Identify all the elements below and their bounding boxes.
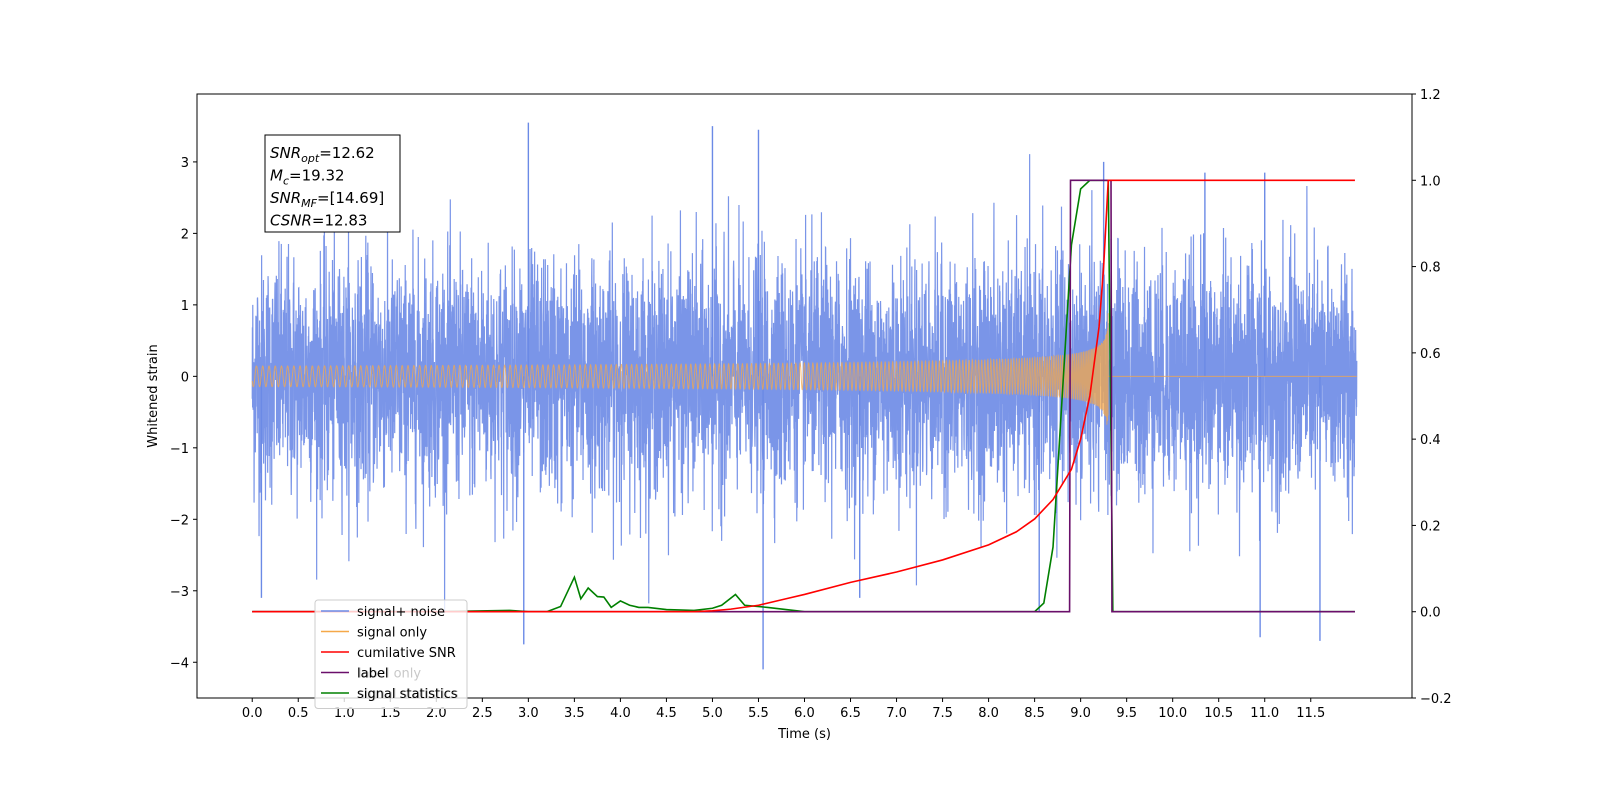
legend-label: signal statistics bbox=[357, 687, 458, 702]
x-tick-label: 10.0 bbox=[1158, 706, 1187, 721]
annotation-line: SNRMF=[14.69] bbox=[270, 189, 384, 210]
y-tick-label: −3 bbox=[170, 585, 189, 600]
y2-tick-label: 0.0 bbox=[1420, 606, 1441, 621]
x-tick-label: 11.0 bbox=[1250, 706, 1279, 721]
x-tick-label: 0.5 bbox=[288, 706, 309, 721]
x-axis-label: Time (s) bbox=[777, 727, 831, 742]
x-tick-label: 3.0 bbox=[518, 706, 539, 721]
y2-tick-label: −0.2 bbox=[1420, 692, 1452, 707]
legend-frame bbox=[314, 599, 468, 709]
annotation-line: SNRopt=12.62 bbox=[270, 144, 375, 165]
x-tick-label: 4.0 bbox=[610, 706, 631, 721]
y-axis-right: 1.2 1.0 0.8 0.6 0.4 0.2 0.0 −0.2 bbox=[1412, 88, 1452, 707]
legend-label: label bbox=[357, 667, 388, 682]
series-signal-only-line bbox=[251, 313, 1357, 425]
x-tick-label: 0.0 bbox=[242, 706, 263, 721]
y2-tick-label: 0.4 bbox=[1420, 433, 1441, 448]
x-tick-label: 2.5 bbox=[472, 706, 493, 721]
legend-label: cumilative SNR bbox=[357, 646, 456, 661]
x-tick-label: 9.5 bbox=[1116, 706, 1137, 721]
y-tick-label: 3 bbox=[181, 156, 189, 171]
x-tick-label: 3.5 bbox=[564, 706, 585, 721]
series-cumilative-snr-line bbox=[252, 179, 1355, 613]
y-tick-label: −2 bbox=[170, 513, 189, 528]
x-tick-label: 6.5 bbox=[840, 706, 861, 721]
x-tick-label: 5.0 bbox=[702, 706, 723, 721]
x-tick-label: 9.0 bbox=[1070, 706, 1091, 721]
x-tick-label: 8.0 bbox=[978, 706, 999, 721]
x-tick-label: 1.5 bbox=[380, 706, 401, 721]
y2-tick-label: 1.0 bbox=[1420, 174, 1441, 189]
series-signal-noise-line bbox=[251, 154, 1358, 614]
series-label-line bbox=[252, 179, 1355, 613]
annotation-line: CSNR=12.83 bbox=[270, 212, 367, 230]
y-tick-label: −4 bbox=[170, 656, 189, 671]
plot-area bbox=[251, 122, 1358, 670]
legend-label: signal only bbox=[357, 626, 427, 641]
y-axis-left: 3 2 1 0 −1 −2 −3 −4 bbox=[170, 156, 197, 671]
x-tick-label: 4.5 bbox=[656, 706, 677, 721]
x-tick-label: 7.0 bbox=[886, 706, 907, 721]
y-axis-label: Whitened strain bbox=[146, 344, 161, 447]
legend-ghost-label: signal statistics bbox=[358, 687, 459, 702]
y2-tick-label: 0.6 bbox=[1420, 347, 1441, 362]
x-tick-label: 10.5 bbox=[1204, 706, 1233, 721]
y-tick-label: 1 bbox=[181, 299, 189, 314]
annotation-line: Mc=19.32 bbox=[270, 167, 345, 188]
y-tick-label: −1 bbox=[170, 442, 189, 457]
legend-ghost-label: label only bbox=[358, 667, 421, 682]
legend: label only signal statistics signal+ noise… bbox=[314, 599, 468, 709]
y2-tick-label: 0.8 bbox=[1420, 261, 1441, 276]
y2-tick-label: 0.2 bbox=[1420, 519, 1441, 534]
x-tick-label: 6.0 bbox=[794, 706, 815, 721]
x-axis: 0.0 0.5 1.0 1.5 2.0 2.5 3.0 3.5 4.0 4.5 5.0 5.5 6.0 6… bbox=[242, 698, 1325, 721]
y-tick-label: 2 bbox=[181, 227, 189, 242]
annotation-frame bbox=[264, 134, 401, 233]
x-tick-label: 2.0 bbox=[426, 706, 447, 721]
legend-label: signal+ noise bbox=[357, 605, 445, 620]
x-tick-label: 5.5 bbox=[748, 706, 769, 721]
y-tick-label: 0 bbox=[181, 370, 189, 385]
x-tick-label: 1.0 bbox=[334, 706, 355, 721]
y2-tick-label: 1.2 bbox=[1420, 88, 1441, 103]
x-tick-label: 7.5 bbox=[932, 706, 953, 721]
x-tick-label: 8.5 bbox=[1024, 706, 1045, 721]
x-tick-label: 11.5 bbox=[1296, 706, 1325, 721]
